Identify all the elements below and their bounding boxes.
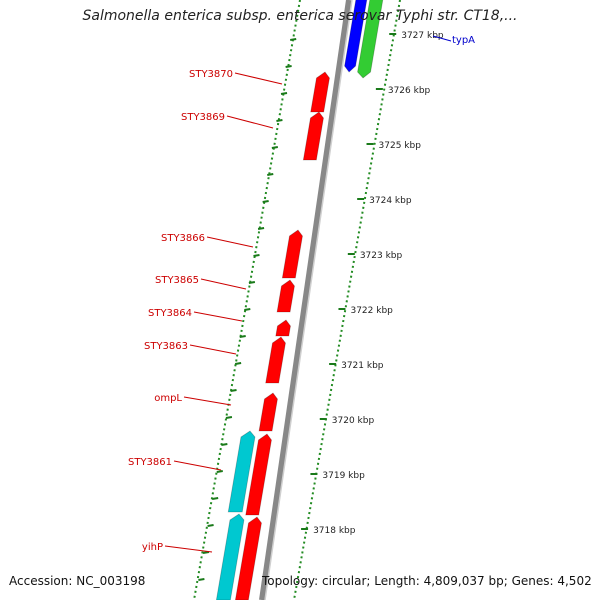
gene-label-yihp-leader — [164, 545, 213, 553]
scale-tick-label: 3718 kbp — [313, 526, 356, 536]
ruler-minor-tick — [234, 362, 242, 365]
ruler-minor-tick — [290, 38, 297, 41]
gene-label-typa-leader — [432, 35, 452, 42]
accession-value: NC_003198 — [76, 574, 146, 588]
scale-tick-label: 3721 kbp — [341, 361, 384, 371]
gene-label-typa[interactable]: typA — [452, 35, 475, 46]
accession-info: Accession: NC_003198 — [9, 574, 145, 588]
gene-arrow-cyan-2[interactable] — [215, 513, 245, 600]
gene-arrow-STY3863[interactable] — [265, 336, 286, 384]
ruler-minor-tick — [280, 92, 288, 95]
topology-label: Topology: — [262, 574, 319, 588]
gene-layer — [215, 0, 385, 600]
gene-arrow-ompL[interactable] — [258, 392, 278, 432]
gene-label-sty3870[interactable]: STY3870 — [189, 69, 233, 80]
gene-label-sty3870-leader — [234, 72, 283, 85]
gene-label-sty3869-leader — [226, 115, 274, 129]
gene-label-sty3863[interactable]: STY3863 — [144, 341, 188, 352]
ruler-minor-tick — [267, 173, 274, 176]
genome-backbone-highlight — [264, 0, 353, 600]
scale-tick-label: 3727 kbp — [401, 31, 444, 41]
gene-label-sty3861[interactable]: STY3861 — [128, 457, 172, 468]
scale-tick-label: 3725 kbp — [379, 141, 422, 151]
gene-label-yihp[interactable]: yihP — [142, 542, 163, 553]
scale-tick-label: 3722 kbp — [350, 306, 393, 316]
ruler-minor-tick — [216, 470, 223, 473]
ruler-minor-tick — [248, 281, 256, 284]
gene-arrow-cyan-1[interactable] — [227, 430, 256, 513]
gene-arrow-STY3861[interactable] — [245, 433, 272, 516]
map-title: Salmonella enterica subsp. enterica sero… — [82, 8, 518, 24]
gene-arrow-yihP[interactable] — [234, 516, 262, 600]
ruler-minor-tick — [207, 524, 214, 527]
gene-label-sty3865[interactable]: STY3865 — [155, 275, 199, 286]
gene-arrow-STY3870[interactable] — [310, 71, 330, 113]
gene-label-sty3865-leader — [200, 278, 247, 290]
scale-tick-label: 3724 kbp — [369, 196, 412, 206]
gene-label-sty3869[interactable]: STY3869 — [181, 112, 225, 123]
backbone-layer — [259, 0, 353, 600]
genes-value: 4,502 — [557, 574, 592, 588]
gene-label-ompl-leader — [183, 396, 232, 406]
ruler-minor-tick — [239, 335, 246, 338]
topology-value: circular — [321, 574, 367, 588]
gene-label-sty3866-leader — [206, 236, 254, 248]
ruler-minor-tick — [198, 578, 205, 581]
ruler-minor-tick — [257, 227, 265, 230]
gene-label-sty3864-leader — [193, 311, 243, 322]
gene-arrow-typA[interactable] — [344, 0, 369, 73]
ruler-minor-tick — [212, 497, 219, 500]
gene-arrow-STY3865[interactable] — [276, 279, 295, 313]
ruler-minor-tick — [230, 389, 237, 392]
ruler-minor-tick — [202, 551, 210, 554]
length-value: 4,809,037 bp — [423, 574, 504, 588]
gene-label-sty3861-leader — [173, 460, 222, 471]
ruler-minor-tick — [253, 254, 260, 257]
gene-arrow-STY3866[interactable] — [281, 229, 303, 279]
sequence-stats: Topology: circular; Length: 4,809,037 bp… — [262, 574, 592, 588]
scale-tick-label: 3719 kbp — [322, 471, 365, 481]
length-label: Length: — [374, 574, 420, 588]
genome-backbone — [259, 0, 352, 600]
ruler-minor-tick — [221, 443, 228, 446]
gene-label-sty3863-leader — [189, 344, 237, 355]
ruler-layer: 3727 kbp 3726 kbp 3725 kbp 3724 kbp 3723 kbp… — [193, 0, 444, 600]
gene-label-sty3866[interactable]: STY3866 — [161, 233, 205, 244]
label-layer: STY3870 STY3869 STY3866 STY3865 STY3864 STY38… — [128, 35, 475, 553]
ruler-minor-tick — [285, 65, 292, 68]
gene-arrow-plus-green[interactable] — [357, 0, 385, 79]
gene-arrow-STY3864[interactable] — [275, 319, 291, 337]
scale-tick-label: 3720 kbp — [332, 416, 375, 426]
gene-arrow-STY3869[interactable] — [302, 111, 324, 161]
ruler-outer-dotted — [293, 0, 401, 600]
genes-label: Genes: — [511, 574, 554, 588]
gene-label-ompl[interactable]: ompL — [154, 393, 182, 404]
ruler-minor-tick — [225, 416, 233, 419]
ruler-minor-tick — [271, 146, 279, 149]
gene-label-sty3864[interactable]: STY3864 — [148, 308, 192, 319]
accession-label: Accession: — [9, 574, 73, 588]
ruler-inner-dotted — [193, 0, 301, 600]
scale-tick-label: 3726 kbp — [388, 86, 431, 96]
ruler-minor-tick — [276, 119, 283, 122]
ruler-minor-tick — [244, 308, 251, 311]
scale-tick-label: 3723 kbp — [360, 251, 403, 261]
ruler-minor-tick — [262, 200, 269, 203]
